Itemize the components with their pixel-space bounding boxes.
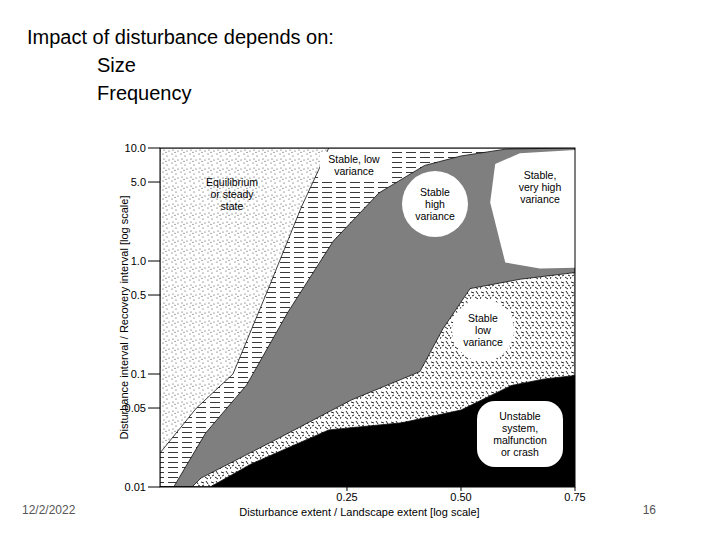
- region: [160, 148, 575, 487]
- tick-label: 0.50: [450, 491, 471, 503]
- heading: Impact of disturbance depends on:: [27, 26, 334, 48]
- label-line: variance: [415, 210, 455, 222]
- region: [160, 148, 575, 487]
- tick-mark: [148, 487, 160, 488]
- tick-mark: [148, 261, 160, 262]
- plot-marks: [160, 148, 575, 487]
- x-axis-label: Disturbance extent / Landscape extent [l…: [239, 506, 479, 518]
- tick-label: 0.1: [131, 368, 146, 380]
- y-axis-label: Disturbance interval / Recovery interval…: [118, 196, 130, 440]
- tick-label: 0.25: [336, 491, 357, 503]
- label-line: variance: [520, 193, 560, 205]
- label-line: or crash: [501, 446, 539, 458]
- tick-mark: [148, 182, 160, 183]
- label-line: Stable, low: [328, 153, 380, 165]
- date: 12/2/2022: [22, 503, 76, 517]
- label-bubble: [402, 171, 468, 237]
- label-line: high: [425, 198, 445, 210]
- tick-mark: [148, 295, 160, 296]
- label-bubble: [452, 299, 514, 361]
- region: [160, 375, 575, 487]
- region-label: Stablehighvariance: [415, 186, 455, 222]
- label-line: state: [221, 200, 244, 212]
- page-number: 16: [643, 503, 657, 517]
- label-line: low: [475, 324, 491, 336]
- tick-label: 1.0: [131, 255, 146, 267]
- region-label: Stablelowvariance: [463, 312, 503, 348]
- tick-label: 5.0: [131, 176, 146, 188]
- bullet: Size: [97, 54, 136, 76]
- label-line: Stable: [468, 312, 498, 324]
- plot-frame: [160, 148, 575, 487]
- label-line: Unstable: [499, 410, 541, 422]
- label-line: or steady: [210, 188, 254, 200]
- tick-label: 10.0: [125, 142, 146, 154]
- label-line: Stable: [420, 186, 450, 198]
- label-line: system,: [502, 422, 538, 434]
- region: [160, 148, 575, 487]
- region: [160, 273, 575, 487]
- slide: Impact of disturbance depends on: Size Fre…: [0, 0, 720, 540]
- tick-label: 0.5: [131, 289, 146, 301]
- label-line: very high: [519, 181, 562, 193]
- tick-label: 0.01: [125, 481, 146, 493]
- label-bubble: [477, 401, 563, 467]
- label-line: Equilibrium: [206, 176, 258, 188]
- label-line: Stable,: [524, 169, 557, 181]
- label-line: variance: [463, 336, 503, 348]
- tick-mark: [148, 408, 160, 409]
- region-label: Stable, lowvariance: [328, 153, 380, 177]
- tick-mark: [148, 148, 160, 149]
- label-line: variance: [334, 165, 374, 177]
- region-label: Unstablesystem,malfunctionor crash: [493, 410, 547, 458]
- tick-label: 0.75: [564, 491, 585, 503]
- label-line: malfunction: [493, 434, 547, 446]
- tick-mark: [148, 374, 160, 375]
- region: [490, 150, 575, 268]
- bullet: Frequency: [97, 82, 192, 104]
- label-bubble: [320, 152, 388, 179]
- region-label: Stable,very highvariance: [519, 169, 562, 205]
- region-label: Equilibriumor steadystate: [206, 176, 258, 212]
